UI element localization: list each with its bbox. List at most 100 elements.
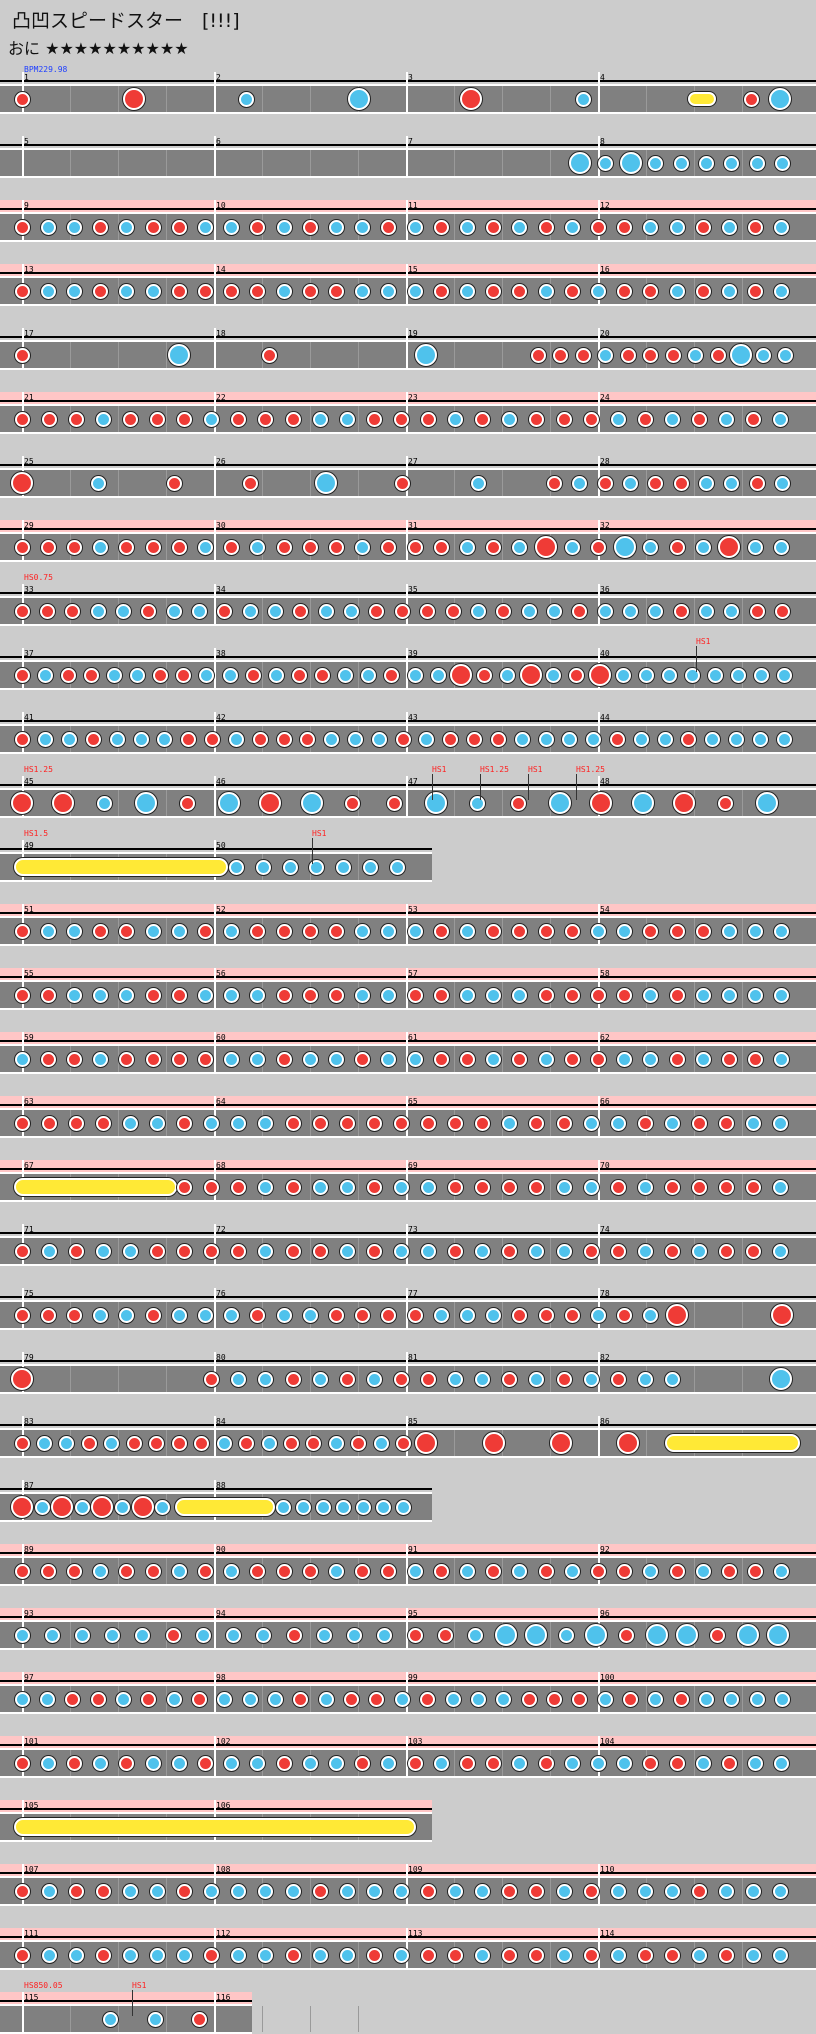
ka-note <box>512 539 528 555</box>
ka-note <box>597 1691 613 1707</box>
barline <box>214 584 216 626</box>
ka-note <box>568 152 591 174</box>
beat-line <box>694 982 695 1008</box>
ka-note <box>637 1179 653 1195</box>
don-note <box>502 1371 518 1387</box>
beat-line <box>70 150 71 176</box>
song-title: 凸凹スピードスター [!!!] <box>12 10 240 32</box>
ka-note <box>470 1691 486 1707</box>
beat-line <box>166 1558 167 1584</box>
ka-note <box>637 1371 653 1387</box>
ka-note <box>250 539 266 555</box>
don-note <box>11 792 33 814</box>
barline <box>598 1864 600 1906</box>
measure-number: 89 <box>24 1545 34 1554</box>
don-note <box>673 475 689 491</box>
beat-line <box>502 1302 503 1328</box>
don-note <box>637 1947 653 1963</box>
don-note <box>556 411 572 427</box>
don-note <box>131 1496 154 1518</box>
don-note <box>648 475 664 491</box>
beat-line <box>118 1302 119 1328</box>
don-note <box>564 283 580 299</box>
ka-note <box>699 475 715 491</box>
ka-note <box>469 795 485 811</box>
don-note <box>171 219 187 235</box>
barline <box>598 1352 600 1394</box>
measure-number: 91 <box>408 1545 418 1554</box>
don-note <box>421 1371 437 1387</box>
ka-note <box>657 731 673 747</box>
beat-line <box>166 918 167 944</box>
don-note <box>538 219 554 235</box>
don-note <box>81 1435 97 1451</box>
ka-note <box>548 792 571 814</box>
ka-note <box>597 155 613 171</box>
beat-line <box>166 1366 167 1392</box>
scroll-speed-tag: HS1 <box>528 765 543 774</box>
don-note <box>556 1115 572 1131</box>
beat-line <box>118 2006 119 2032</box>
don-note <box>224 539 240 555</box>
ka-note <box>224 987 240 1003</box>
measure-number: 23 <box>408 393 418 402</box>
don-note <box>14 731 30 747</box>
note-chart: 1 2 3 4 5 6 7 8 9 10 11 12 13 14 15 16 17 18 19 20 21 22 23 24 2… <box>0 62 816 2034</box>
don-note <box>122 411 138 427</box>
ka-note <box>356 1499 372 1515</box>
don-note <box>610 1179 626 1195</box>
ka-note <box>610 1947 626 1963</box>
beat-line <box>742 278 743 304</box>
ka-note <box>339 411 355 427</box>
ka-note <box>157 731 173 747</box>
don-note <box>339 1115 355 1131</box>
don-note <box>556 1371 572 1387</box>
ka-note <box>724 475 740 491</box>
ka-note <box>109 731 125 747</box>
measure-number: 74 <box>600 1225 610 1234</box>
ka-note <box>381 1051 397 1067</box>
ka-note <box>619 152 642 174</box>
beat-line <box>550 1238 551 1264</box>
beat-line <box>262 86 263 112</box>
beat-line <box>646 1686 647 1712</box>
beat-line <box>502 470 503 496</box>
don-note <box>141 603 157 619</box>
ka-note <box>564 219 580 235</box>
don-note <box>150 411 166 427</box>
ka-note <box>590 923 606 939</box>
measure-number: 32 <box>600 521 610 530</box>
ka-note <box>749 1691 765 1707</box>
ka-note <box>396 1499 412 1515</box>
measure-number: 84 <box>216 1417 226 1426</box>
measure-number: 56 <box>216 969 226 978</box>
don-note <box>496 603 512 619</box>
don-note <box>259 792 282 814</box>
ka-note <box>90 475 106 491</box>
measure-number: 80 <box>216 1353 226 1362</box>
scroll-speed-tag: HS0.75 <box>24 573 53 582</box>
barline <box>598 1160 600 1202</box>
ka-note <box>145 1755 161 1771</box>
barline <box>214 1672 216 1714</box>
ka-note <box>643 219 659 235</box>
ka-note <box>558 1627 574 1643</box>
ka-note <box>664 411 680 427</box>
beat-line <box>646 1430 647 1456</box>
beat-line <box>118 150 119 176</box>
don-note <box>14 603 30 619</box>
ka-note <box>773 411 789 427</box>
ka-note <box>312 1947 328 1963</box>
barline <box>598 328 600 370</box>
beat-line <box>310 598 311 624</box>
don-note <box>366 1243 382 1259</box>
don-note <box>393 1371 409 1387</box>
ka-note <box>347 88 370 110</box>
ka-note <box>615 667 631 683</box>
don-note <box>95 1883 111 1899</box>
tag-marker-line <box>576 774 577 800</box>
measure-number: 79 <box>24 1353 34 1362</box>
measure-number: 53 <box>408 905 418 914</box>
beat-line <box>310 1686 311 1712</box>
don-note <box>41 1115 57 1131</box>
